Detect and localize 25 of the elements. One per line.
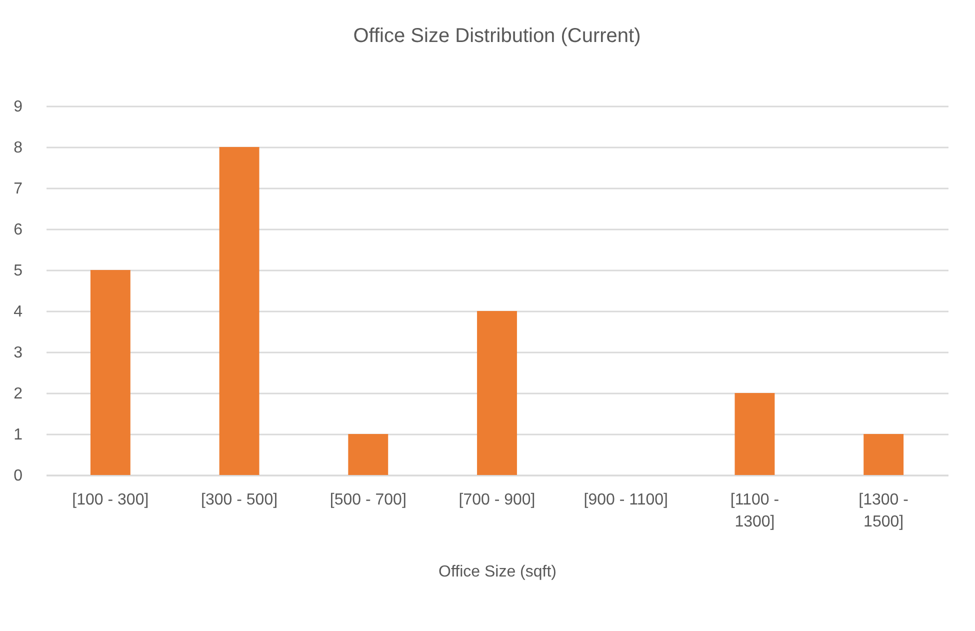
bar (219, 147, 260, 475)
x-tick-label: [100 - 300] (72, 492, 149, 508)
y-tick-label: 2 (14, 386, 23, 402)
y-tick-label: 3 (14, 344, 23, 362)
bar (864, 434, 904, 475)
y-tick-label: 7 (14, 180, 23, 198)
x-tick-label: [900 - 1100] (584, 492, 668, 508)
chart-title: Office Size Distribution (Current) (353, 25, 641, 47)
x-tick-label: [700 - 900] (458, 492, 536, 508)
x-tick-label: [1100 - 1300] (730, 492, 780, 530)
y-tick-label: 8 (14, 140, 23, 156)
y-tick-label: 0 (14, 468, 23, 484)
bar (90, 270, 130, 475)
x-tick-label: [1300 - 1500] (858, 492, 908, 530)
y-tick-label: 9 (14, 98, 23, 116)
y-tick-label: 5 (14, 262, 23, 280)
y-tick-label: 1 (14, 426, 23, 444)
x-axis-title: Office Size (sqft) (438, 564, 556, 580)
bar (348, 434, 388, 475)
bar (734, 393, 775, 475)
x-tick-label: [300 - 500] (201, 492, 278, 508)
y-tick-label: 4 (14, 304, 23, 320)
x-tick-label: [500 - 700] (330, 492, 406, 508)
bar (477, 311, 517, 475)
y-tick-label: 6 (14, 222, 23, 238)
